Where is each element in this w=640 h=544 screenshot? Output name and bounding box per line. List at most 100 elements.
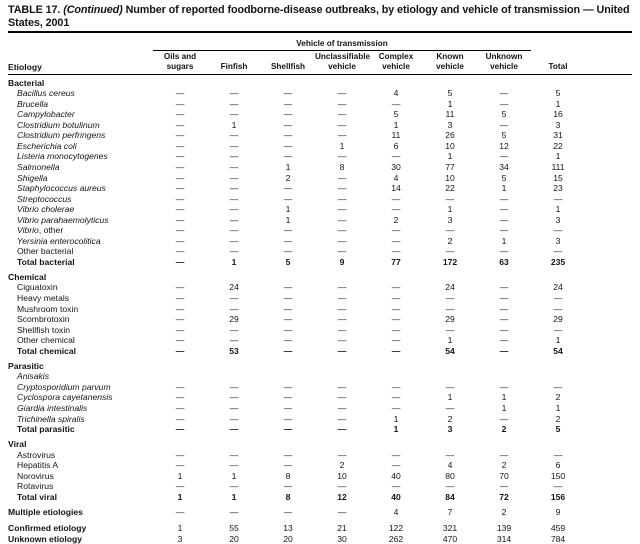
row-label: Other bacterial — [17, 246, 74, 257]
value-cell: 3 — [447, 119, 453, 130]
section-header: Chemical — [8, 272, 632, 283]
value-cell: 459 — [550, 522, 566, 533]
title-rule — [8, 31, 632, 33]
value-cell: — — [283, 335, 293, 346]
row-label: Bacterial — [8, 77, 45, 88]
table-row: Norovirus 1 1 8 10 40 80 70 150 — [8, 471, 632, 482]
value-cell: 6 — [393, 140, 399, 151]
value-cell: 20 — [283, 533, 293, 544]
value-cell: — — [337, 235, 347, 246]
row-label: Norovirus — [17, 470, 54, 481]
summary-row: Multiple etiologies — — — — 4 7 2 9 — [8, 507, 632, 518]
row-label: Anisakis — [17, 371, 49, 382]
value-cell: — — [553, 293, 563, 304]
value-cell: — — [283, 449, 293, 460]
value-cell: 1 — [339, 140, 345, 151]
value-cell: — — [283, 507, 293, 518]
value-cell: — — [445, 403, 455, 413]
value-cell: 235 — [550, 256, 566, 267]
value-cell: — — [283, 119, 293, 130]
section-chemical: Chemical Ciguatoxin —24— — —24—24 Heavy metal… — [8, 272, 632, 356]
row-label: Rotavirus — [17, 481, 54, 492]
table-row: Streptococcus — — — — — — — — — [8, 194, 632, 205]
value-cell: — — [337, 204, 347, 215]
row-label: Shigella — [17, 172, 48, 183]
value-cell: 77 — [391, 256, 401, 267]
table-row: Listeria monocytogenes — — — — — 1 — 1 — [8, 151, 632, 162]
value-cell: — — [229, 381, 239, 392]
value-cell: — — [175, 345, 185, 356]
value-cell: 54 — [445, 345, 455, 356]
value-cell: — — [175, 183, 185, 194]
value-cell: 24 — [229, 282, 239, 293]
value-cell: — — [283, 140, 293, 151]
value-cell: 84 — [445, 491, 455, 502]
table-body: Bacterial Bacillus cereus — — — —4 5—5 Brucella… — [8, 78, 632, 544]
column-header: Complex vehicle — [378, 52, 414, 71]
value-cell: — — [337, 335, 347, 346]
value-cell: 2 — [501, 507, 507, 518]
value-cell: — — [337, 151, 347, 162]
table-row: Brucella — — — — — 1 — 1 — [8, 99, 632, 110]
table-row: Escherichia coli — — — 1 6 10 12 22 — [8, 141, 632, 152]
header-rule — [8, 73, 632, 75]
value-cell: — — [391, 381, 401, 392]
row-label: Vibrio parahaemolyticus — [17, 214, 109, 225]
value-cell: — — [499, 98, 509, 109]
row-label: Total viral — [17, 491, 57, 502]
row-label: Heavy metals — [17, 293, 70, 304]
value-cell: 2 — [555, 413, 561, 424]
value-cell: 1 — [447, 204, 453, 215]
table-row: Hepatitis A — — — 2 — 4 2 6 — [8, 460, 632, 471]
value-cell: — — [175, 381, 185, 392]
value-cell: — — [391, 98, 401, 109]
value-cell: 1 — [285, 214, 291, 225]
value-cell: — — [283, 314, 293, 325]
value-cell: — — [175, 303, 185, 314]
value-cell: — — [445, 193, 455, 204]
column-header: Total — [548, 61, 568, 71]
value-cell: 1 — [393, 119, 399, 130]
value-cell: 22 — [445, 183, 455, 194]
value-cell: — — [229, 303, 239, 314]
value-cell: 150 — [550, 470, 566, 481]
value-cell: 1 — [555, 98, 561, 109]
value-cell: — — [337, 88, 347, 99]
row-label: Confirmed etiology — [8, 522, 87, 533]
value-cell: — — [229, 183, 239, 194]
table-title: TABLE 17. (Continued) Number of reported… — [8, 4, 632, 29]
value-cell: — — [175, 507, 185, 518]
value-cell: — — [229, 225, 239, 236]
value-cell: 9 — [339, 256, 345, 267]
row-label: Astrovirus — [17, 449, 56, 460]
value-cell: 1 — [501, 235, 507, 246]
value-cell: — — [337, 214, 347, 225]
value-cell: — — [175, 403, 185, 413]
value-cell: — — [175, 293, 185, 304]
value-cell: — — [175, 335, 185, 346]
value-cell: — — [499, 246, 509, 257]
value-cell: — — [175, 413, 185, 424]
table-row: Staphylococcus aureus — — — — 14 22 1 23 — [8, 183, 632, 194]
value-cell: — — [445, 303, 455, 314]
value-cell: 5 — [501, 109, 507, 120]
value-cell: — — [553, 324, 563, 335]
row-label: Parasitic — [8, 360, 44, 371]
value-cell: — — [499, 413, 509, 424]
value-cell: — — [229, 161, 239, 172]
table-row: Shigella — — 2 — 4 10 5 15 — [8, 173, 632, 184]
value-cell: 321 — [442, 522, 458, 533]
value-cell: — — [391, 303, 401, 314]
value-cell: 3 — [555, 119, 561, 130]
value-cell: 1 — [177, 491, 183, 502]
value-cell: 1 — [447, 392, 453, 403]
column-header: Known vehicle — [436, 52, 464, 71]
value-cell: — — [283, 424, 293, 435]
value-cell: — — [175, 204, 185, 215]
value-cell: 55 — [229, 522, 239, 533]
row-label: Mushroom toxin — [17, 303, 79, 314]
value-cell: — — [229, 204, 239, 215]
value-cell: — — [283, 98, 293, 109]
value-cell: — — [283, 88, 293, 99]
value-cell: — — [175, 314, 185, 325]
